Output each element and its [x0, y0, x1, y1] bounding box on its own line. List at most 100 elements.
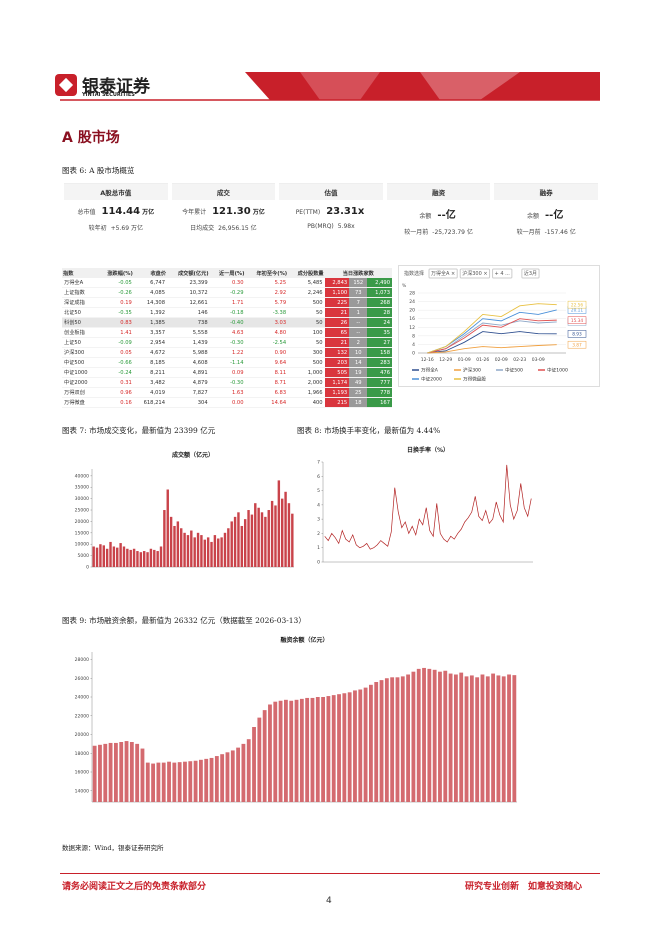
end-label-box: [567, 340, 587, 349]
bar: [395, 677, 400, 802]
card-value: -157.46 亿: [544, 229, 576, 236]
bar: [217, 538, 220, 567]
y-tick-label: 4: [412, 342, 415, 348]
table-cell: 1,392: [133, 307, 168, 318]
bar: [196, 532, 200, 567]
card-value: --亿: [437, 210, 456, 221]
caption: 图表 7: 市场成交变化，最新值为 23399 亿元: [62, 426, 216, 435]
control[interactable]: 近3月: [524, 270, 537, 277]
table-cell: 北证50: [62, 307, 98, 318]
table-cell: 4,879: [167, 377, 210, 388]
y-tick-label: 28: [409, 291, 415, 297]
table-row: 中证1000 -0.24 8,211 4,891 0.09 8.11 1,000 505 19 4…: [62, 367, 392, 378]
control[interactable]: 万得全A ×: [431, 270, 455, 277]
table-cell: 4,085: [133, 287, 168, 298]
y-tick-label: 6: [317, 474, 320, 480]
bar: [331, 695, 336, 802]
y-tick-label: 10000: [75, 542, 89, 548]
table-cell: 28: [367, 307, 392, 318]
chart-title: 日换手率（%）: [407, 446, 449, 454]
card: 融资 余额 --亿 较一月前 -25,723.79 亿: [386, 183, 491, 251]
y-tick-label: 0: [412, 351, 415, 357]
bar: [250, 514, 254, 567]
bar: [278, 700, 283, 802]
card: 成交 今年累计 121.30 万亿 日均成交 26,956.15 亿: [171, 183, 276, 251]
logo-text: 银泰证券: [82, 77, 150, 97]
bar: [156, 551, 159, 567]
table-cell: 26: [324, 317, 350, 328]
table-cell: 0.31: [97, 377, 134, 388]
table-row: 万得微盘 0.16 618,214 304 0.00 14.64 400 215 18 167: [62, 397, 392, 408]
card-label: 较一月前: [516, 229, 541, 236]
control[interactable]: + 4 ...: [495, 271, 511, 277]
bar: [220, 754, 225, 802]
table-cell: 400: [288, 397, 325, 408]
card-value: 5.98x: [337, 223, 355, 230]
table-cell: --: [349, 317, 368, 328]
table-cell: 304: [167, 397, 210, 408]
table-cell: 300: [288, 347, 325, 358]
card-title: 融券: [494, 184, 598, 200]
control-box: [459, 268, 491, 279]
footer-rule: [60, 873, 600, 874]
bar: [422, 667, 426, 802]
table-cell: -0.09: [97, 337, 134, 348]
overview-cards: A股总市值 总市值 114.44 万亿 较年初 +5.69 万亿 成交 今年累计 121.30 万…: [62, 183, 600, 251]
bar: [139, 552, 143, 567]
bar: [273, 701, 278, 802]
bar: [326, 696, 331, 802]
table-cell: 0.19: [97, 297, 134, 308]
bar: [379, 680, 384, 802]
table-cell: 4,608: [167, 357, 210, 368]
bar: [220, 537, 223, 567]
table-cell: 65: [324, 327, 350, 338]
control-box: [521, 268, 540, 279]
table-cell: 0.16: [97, 397, 134, 408]
table-cell: 5,558: [167, 327, 210, 338]
index-table: 指数 涨跌幅(%) 收盘价 成交额(亿元) 近一周(%) 年初至今(%) 成分股数量 当日涨跌…: [62, 268, 392, 408]
table-cell: 0.83: [97, 317, 134, 328]
bar: [277, 480, 281, 567]
card-row: 较一月前 -25,723.79 亿: [387, 227, 491, 236]
end-label: 15.34: [571, 318, 584, 324]
bar: [384, 678, 389, 802]
bar: [305, 697, 310, 802]
bar: [291, 513, 294, 567]
card-value: 121.30: [212, 206, 251, 217]
end-label: 20.11: [571, 308, 584, 314]
bar: [390, 677, 395, 802]
bar: [129, 742, 134, 802]
bar: [142, 551, 146, 567]
bar: [230, 521, 233, 567]
bar: [188, 761, 193, 802]
y-tick-label: 20000: [75, 732, 89, 738]
card-row: 今年累计 121.30 万亿: [172, 206, 276, 217]
bar: [443, 670, 448, 802]
card-value: 万亿: [142, 209, 155, 216]
bar: [299, 698, 304, 802]
table-cell: 万得双创: [62, 387, 98, 398]
table-cell: -0.40: [209, 317, 246, 328]
table-cell: 万得全A: [62, 278, 98, 288]
bar: [126, 548, 129, 567]
table-row: 北证50 -0.35 1,392 146 -0.18 -3.38 50 21 1 28: [62, 307, 392, 318]
table-cell: 5.25: [245, 278, 289, 288]
bar: [342, 693, 347, 802]
bar: [177, 762, 182, 802]
table-cell: 1,966: [288, 387, 325, 398]
card-row: 较年初 +5.69 万亿: [64, 223, 168, 232]
bar: [180, 528, 183, 567]
source: 数据来源：Wind，银泰证券研究所: [62, 844, 164, 852]
table-cell: 4,019: [133, 387, 168, 398]
table-cell: 49: [349, 377, 368, 388]
legend-label: 中证2000: [421, 376, 442, 383]
table-cell: 0.09: [209, 367, 246, 378]
header-band: [245, 72, 600, 100]
y-tick-label: 15000: [75, 530, 89, 536]
control[interactable]: 沪深300 ×: [462, 270, 487, 277]
table-cell: 10: [349, 347, 368, 358]
bar: [198, 759, 203, 802]
table-row: 上证指数 -0.26 4,085 10,372 -0.29 2.92 2,246 1,100 7…: [62, 287, 392, 298]
bar: [167, 761, 171, 802]
card-row: 较一月前 -157.46 亿: [494, 227, 598, 236]
